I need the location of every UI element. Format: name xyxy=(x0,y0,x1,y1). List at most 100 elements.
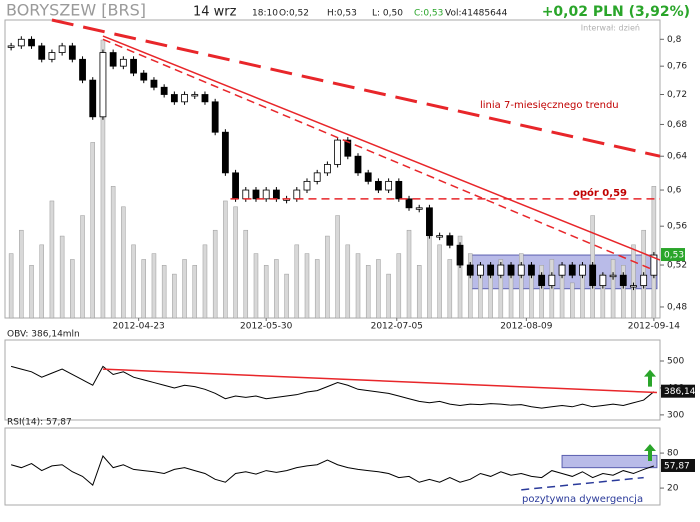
candle xyxy=(272,189,280,200)
interval: Interwał: dzień xyxy=(581,24,640,33)
volume-bar xyxy=(202,244,208,319)
volume-bar xyxy=(447,259,453,319)
y-tick-label: 0,68 xyxy=(667,120,687,130)
trend-line xyxy=(51,18,661,158)
candle xyxy=(160,86,168,95)
trend-line xyxy=(102,38,655,271)
volume-bar xyxy=(631,244,636,319)
time: 18:10 xyxy=(252,9,278,19)
volume-bar xyxy=(437,244,442,319)
volume-bar xyxy=(253,253,259,319)
volume-bar xyxy=(172,273,177,319)
annotation: linia 7-miesięcznego trendu xyxy=(480,100,619,111)
candle xyxy=(38,45,46,60)
candle xyxy=(446,235,454,246)
candle xyxy=(28,38,35,47)
candle xyxy=(130,58,137,74)
y-tick-label: 0,6 xyxy=(667,186,682,196)
candle xyxy=(528,264,535,276)
volume-bar xyxy=(621,265,626,319)
candle xyxy=(232,172,239,200)
candle xyxy=(181,94,188,103)
volume-bar xyxy=(304,253,310,319)
volume: Vol:41485644 xyxy=(445,9,508,19)
trend-line xyxy=(102,35,661,261)
candle xyxy=(17,38,25,47)
candle xyxy=(405,198,413,209)
volume-bar xyxy=(59,235,65,319)
panel-frame xyxy=(4,427,661,506)
volume-bar xyxy=(274,259,279,319)
volume-bar xyxy=(192,265,198,319)
candle xyxy=(99,52,107,118)
annotation: pozytywna dywergencja xyxy=(522,494,643,505)
candle xyxy=(68,45,76,60)
candle xyxy=(466,264,474,276)
y-tick-label: 80 xyxy=(667,449,679,459)
y-tick-label: 0,72 xyxy=(667,90,687,100)
volume-bar xyxy=(212,229,218,319)
y-tick-label: 500 xyxy=(667,357,684,367)
volume-bar xyxy=(182,259,187,319)
volume-bar xyxy=(345,244,351,319)
volume-bar xyxy=(141,259,147,319)
candle xyxy=(79,58,86,81)
candle xyxy=(313,172,321,182)
volume-bar xyxy=(559,273,565,319)
y-tick-label: 0,64 xyxy=(667,152,687,162)
candle xyxy=(609,274,617,278)
volume-bar xyxy=(325,235,330,319)
volume-bar xyxy=(8,253,14,319)
volume-bar xyxy=(294,244,300,319)
high: H:0,53 xyxy=(327,9,357,19)
y-tick-label: 0,52 xyxy=(667,261,687,271)
last-value-label: 386,14 xyxy=(664,387,696,397)
candle xyxy=(252,189,260,200)
candle xyxy=(364,172,372,182)
volume-bar xyxy=(488,273,493,319)
volume-bar xyxy=(365,265,371,319)
volume-bar xyxy=(467,253,473,319)
y-tick-label: 300 xyxy=(667,410,684,420)
candle xyxy=(221,131,229,174)
candle xyxy=(650,254,658,276)
candle xyxy=(191,94,199,97)
volume-bar xyxy=(416,265,422,319)
candle xyxy=(497,264,505,276)
ticker: BORYSZEW [BRS] xyxy=(6,1,146,20)
candle xyxy=(375,180,382,191)
candle xyxy=(579,264,586,276)
last-value-label: 57,87 xyxy=(664,461,690,471)
low: L: 0,50 xyxy=(372,9,403,19)
up-arrow xyxy=(644,369,656,387)
last-value-tag xyxy=(661,458,695,472)
candle xyxy=(170,94,178,103)
volume-bar xyxy=(223,200,228,319)
volume-bar xyxy=(284,273,289,319)
up-arrow xyxy=(644,443,656,461)
indicator-line xyxy=(10,365,655,409)
candle xyxy=(436,235,444,238)
y-tick-label: 0,48 xyxy=(667,302,687,312)
candle xyxy=(456,244,464,266)
candle xyxy=(507,264,515,276)
volume-bar xyxy=(161,265,167,319)
candle xyxy=(599,274,607,286)
candle xyxy=(395,180,403,200)
panel-title: OBV: 386,14mln xyxy=(7,330,80,340)
volume-bar xyxy=(151,253,157,319)
volume-bar xyxy=(376,259,381,319)
open: O:0,52 xyxy=(279,9,309,19)
volume-bar xyxy=(549,259,555,319)
volume-bar xyxy=(263,265,269,319)
y-tick-label: 20 xyxy=(667,484,679,494)
y-tick-label: 0,56 xyxy=(667,222,687,232)
candle xyxy=(487,264,495,276)
y-tick-label: 0,76 xyxy=(667,62,687,72)
volume-bar xyxy=(110,186,116,319)
last-value-tag xyxy=(661,384,695,398)
volume-bar xyxy=(539,265,544,319)
volume-bar xyxy=(80,215,85,319)
volume-bar xyxy=(335,215,340,319)
